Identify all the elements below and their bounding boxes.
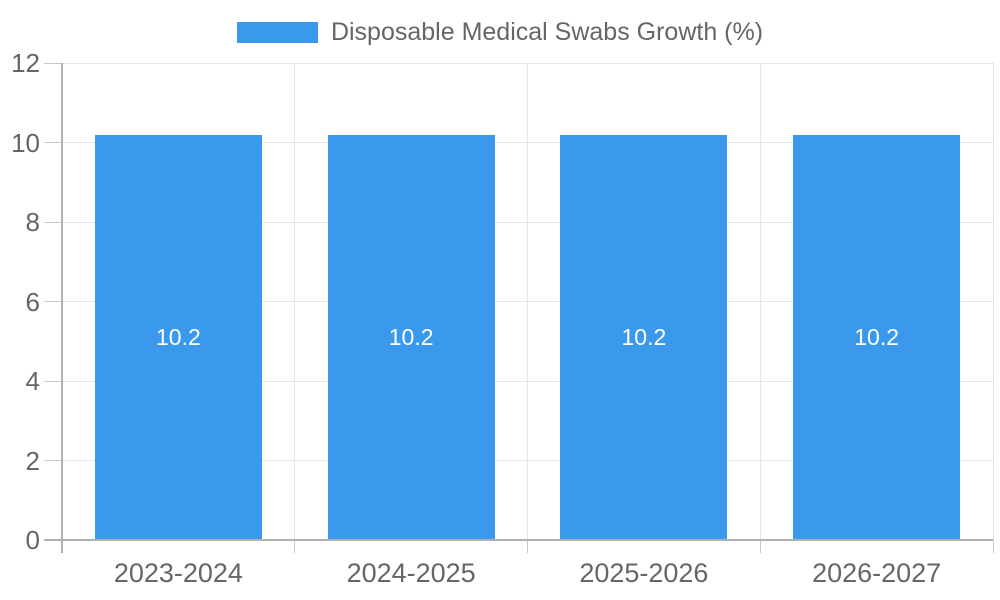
bar[interactable] [327, 134, 495, 540]
x-tick-label: 2025-2026 [579, 558, 709, 588]
y-tick-label: 12 [11, 48, 40, 78]
bar[interactable] [94, 134, 262, 540]
bar-value-label: 10.2 [854, 324, 899, 351]
legend-swatch [236, 21, 318, 43]
bar-value-label: 10.2 [388, 324, 434, 351]
y-tick-label: 0 [25, 525, 40, 555]
x-tick-mark [527, 540, 528, 553]
legend-label: Disposable Medical Swabs Growth (%) [330, 18, 764, 46]
y-tick-label: 4 [25, 366, 40, 396]
x-gridline [759, 63, 761, 540]
x-tick-mark [759, 540, 761, 553]
bar[interactable] [560, 134, 728, 540]
bar-value-label: 10.2 [155, 324, 201, 351]
y-tick-label: 10 [11, 127, 40, 158]
bar[interactable] [793, 134, 961, 540]
x-tick-mark [294, 540, 296, 553]
x-tick-label: 2024-2025 [346, 558, 476, 588]
y-tick-mark [44, 301, 62, 302]
y-tick-mark [44, 221, 62, 223]
x-tick-mark [992, 540, 994, 553]
y-tick-mark [44, 460, 62, 461]
y-tick-mark [44, 380, 62, 382]
y-tick-label: 6 [25, 286, 40, 317]
bar-value-label: 10.2 [621, 324, 667, 351]
legend-item[interactable]: Disposable Medical Swabs Growth (%) [0, 18, 1000, 46]
y-tick-mark [44, 142, 62, 143]
y-tick-label: 8 [25, 207, 40, 237]
x-tick-label: 2026-2027 [812, 558, 942, 588]
x-gridline [992, 63, 994, 540]
y-tick-label: 2 [25, 445, 40, 476]
y-axis-line [61, 63, 63, 553]
x-gridline [527, 63, 528, 540]
x-gridline [294, 63, 296, 540]
x-axis-line [44, 539, 993, 541]
y-tick-mark [44, 62, 62, 64]
x-tick-label: 2023-2024 [113, 558, 243, 588]
